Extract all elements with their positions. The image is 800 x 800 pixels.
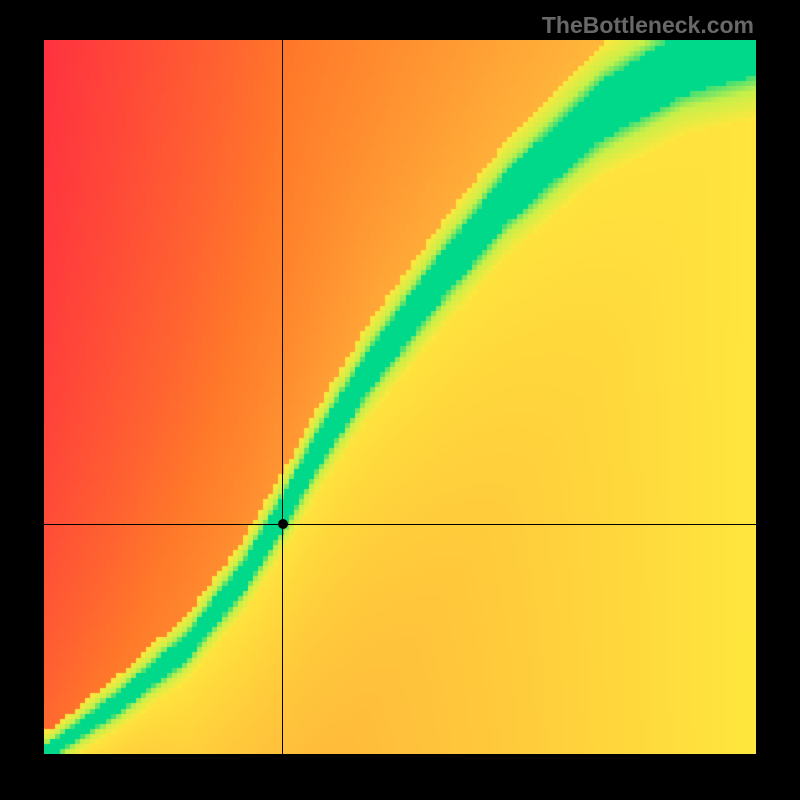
crosshair-vertical <box>282 40 283 754</box>
crosshair-dot <box>278 519 288 529</box>
bottleneck-heatmap <box>44 40 756 754</box>
crosshair-horizontal <box>44 524 756 525</box>
watermark-text: TheBottleneck.com <box>542 12 754 39</box>
